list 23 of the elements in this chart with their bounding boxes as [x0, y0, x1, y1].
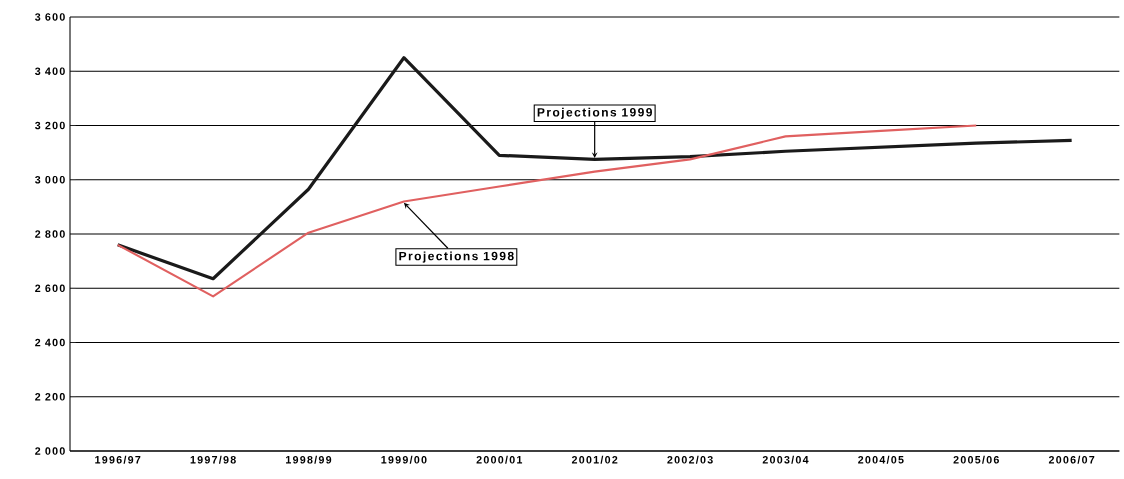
annotation: Projections 1999 — [537, 107, 652, 119]
y-tick-label: 3 400 — [35, 67, 65, 76]
x-tick-label: 2001/02 — [571, 455, 618, 464]
line-series — [116, 124, 978, 298]
x-tick-label: 2005/06 — [953, 455, 999, 464]
x-tick-label: 1998/99 — [286, 455, 332, 464]
y-tick-label: 2 400 — [35, 338, 65, 347]
x-tick-label: 1999/00 — [381, 455, 427, 464]
x-tick-label: 1996/97 — [95, 455, 141, 464]
x-tick-label: 2004/05 — [858, 455, 904, 464]
y-tick-label: 3 000 — [35, 175, 65, 184]
y-tick-label: 2 200 — [35, 392, 65, 401]
annotation: Projections 1998 — [399, 251, 514, 263]
x-tick-label: 1997/98 — [190, 455, 236, 464]
x-tick-label: 2003/04 — [762, 455, 809, 464]
y-tick-label: 3 600 — [35, 13, 65, 21]
x-tick-label: 2006/07 — [1048, 455, 1095, 464]
y-tick-label: 2 800 — [35, 230, 65, 238]
x-tick-label: 2000/01 — [476, 455, 523, 464]
x-tick-label: 2002/03 — [667, 455, 713, 464]
y-tick-label: 3 200 — [35, 121, 65, 130]
y-tick-label: 2 600 — [35, 284, 65, 293]
y-tick-label: 2 000 — [35, 447, 65, 455]
